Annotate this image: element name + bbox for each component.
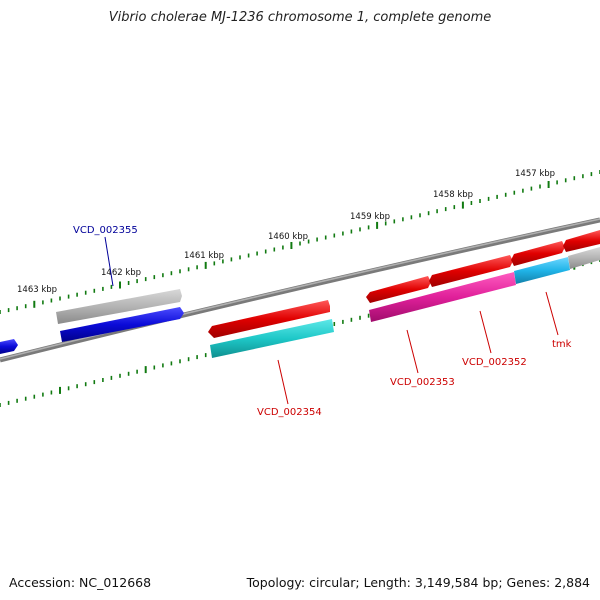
gene-label-vcd002355[interactable]: VCD_002355 xyxy=(73,225,138,236)
leader-line-tmk xyxy=(545,291,559,336)
gene-arrow-red-vcd002353[interactable] xyxy=(366,276,431,303)
gene-labels: VCD_002355 VCD_002354 VCD_002353 VCD_002… xyxy=(73,225,572,418)
tick-label: 1461 kbp xyxy=(184,251,224,261)
cds-bar-cyan-vcd002354[interactable] xyxy=(210,319,334,358)
cds-features xyxy=(0,247,600,358)
leader-line-vcd002355 xyxy=(104,236,114,287)
gene-label-vcd002354[interactable]: VCD_002354 xyxy=(257,407,322,418)
genome-summary-text: Topology: circular; Length: 3,149,584 bp… xyxy=(246,575,590,590)
gene-arrow-gray-left[interactable] xyxy=(56,289,182,324)
cds-arrow-blue-vcd002355[interactable] xyxy=(60,307,184,342)
tick-label: 1460 kbp xyxy=(268,232,308,242)
tick-label: 1459 kbp xyxy=(350,212,390,222)
tick-label: 1462 kbp xyxy=(101,268,141,278)
map-title: Vibrio cholerae MJ-1236 chromosome 1, co… xyxy=(108,10,492,25)
tick-label: 1457 kbp xyxy=(515,169,555,179)
gene-label-vcd002352[interactable]: VCD_002352 xyxy=(462,357,527,368)
cds-bar-magenta-vcd002353[interactable] xyxy=(369,272,516,322)
gene-arrow-red-right[interactable] xyxy=(563,230,600,252)
gene-label-tmk[interactable]: tmk xyxy=(552,339,572,350)
leader-line-vcd002353 xyxy=(406,329,419,374)
tick-label: 1463 kbp xyxy=(17,285,57,295)
gene-label-vcd002353[interactable]: VCD_002353 xyxy=(390,377,455,388)
cds-bar-sky-tmk[interactable] xyxy=(514,257,570,284)
tick-labels: 1457 kbp 1458 kbp 1459 kbp 1460 kbp 1461… xyxy=(17,169,555,295)
leader-line-vcd002352 xyxy=(479,310,492,354)
leader-line-vcd002354 xyxy=(277,359,289,405)
accession-text: Accession: NC_012668 xyxy=(9,575,152,590)
gene-arrow-red-vcd002352[interactable] xyxy=(429,255,513,287)
gene-arrow-red-tmk[interactable] xyxy=(511,241,565,266)
cds-arrow-blue-left[interactable] xyxy=(0,339,18,354)
chromosome-backbone xyxy=(0,217,600,363)
gene-arrow-red-vcd002354[interactable] xyxy=(208,300,330,338)
cds-bar-gray-right[interactable] xyxy=(568,247,600,269)
chromosome-backbone-highlight xyxy=(0,218,600,360)
ruler-upper xyxy=(0,170,600,314)
gene-features xyxy=(56,230,600,338)
tick-label: 1458 kbp xyxy=(433,190,473,200)
